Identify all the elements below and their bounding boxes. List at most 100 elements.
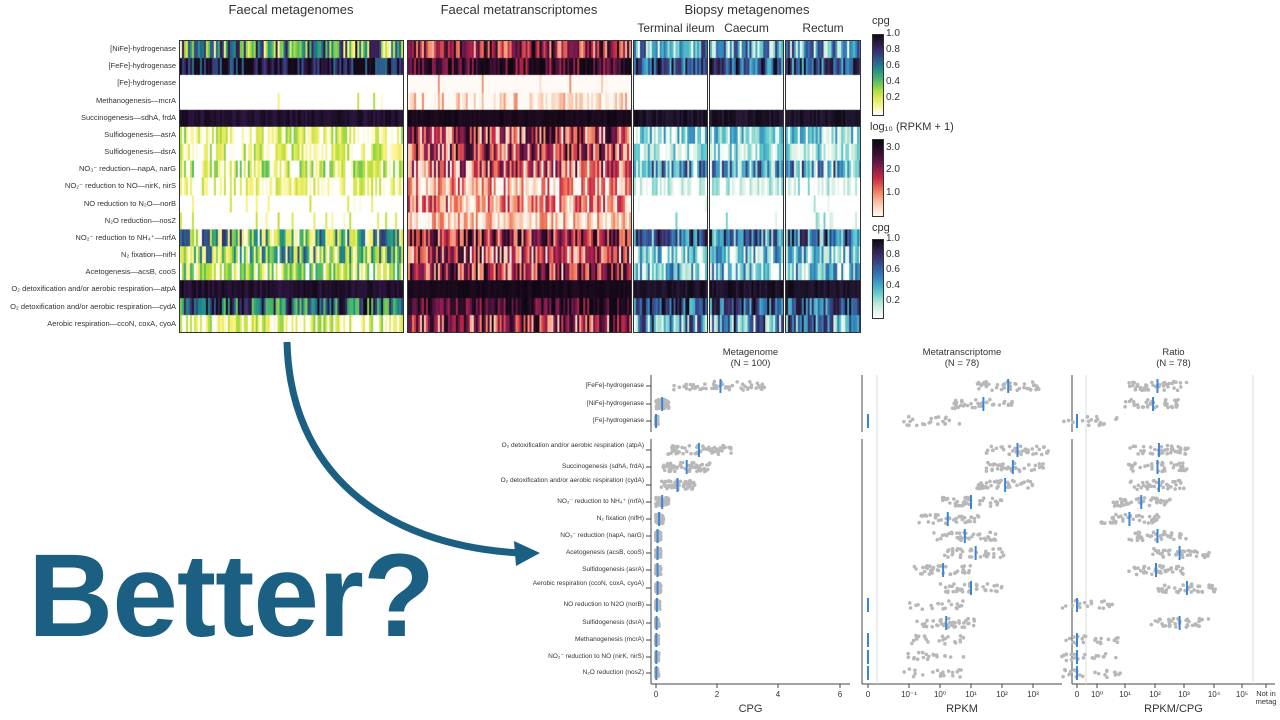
data-point [945, 496, 950, 501]
data-point [947, 584, 952, 589]
data-point [1137, 500, 1142, 504]
data-point [1034, 444, 1039, 449]
data-point [902, 670, 907, 674]
data-point [914, 603, 918, 608]
data-point [953, 501, 958, 506]
data-point [661, 465, 666, 470]
data-point [984, 400, 989, 405]
data-point [978, 498, 982, 503]
data-point [1139, 449, 1143, 453]
data-point [957, 422, 962, 426]
data-point [691, 383, 696, 387]
data-point [1140, 405, 1145, 409]
colorbar-tick-label: 1.0 [886, 186, 900, 198]
data-point [907, 601, 912, 605]
heatmap-row-label: Aerobic respiration—ccoN, coxA, cyoA [47, 318, 176, 328]
data-point [1167, 548, 1172, 552]
heatmap-row-label: Acetogenesis—acsB, cooS [85, 267, 176, 277]
data-point [1101, 606, 1106, 611]
data-point [976, 401, 980, 406]
legend-cpg-title: cpg [872, 15, 890, 27]
data-point [687, 443, 692, 448]
data-point [1025, 450, 1030, 455]
data-point [1010, 478, 1015, 483]
data-point [1140, 514, 1145, 519]
data-point [1197, 624, 1202, 629]
data-point [962, 515, 967, 520]
data-point [1113, 670, 1118, 675]
heatmap-row-label: N₂ fixation—nifH [120, 250, 176, 260]
data-point [929, 603, 933, 608]
data-point [686, 479, 691, 484]
data-point [1152, 496, 1157, 501]
data-point [984, 554, 988, 558]
data-point [991, 547, 995, 551]
x-tick-label: Not in metag [1255, 689, 1277, 706]
data-point [1153, 447, 1157, 452]
data-point [1136, 566, 1140, 570]
data-point [694, 463, 699, 467]
data-point [672, 383, 676, 388]
data-point [659, 479, 664, 484]
data-point [950, 550, 955, 554]
data-point [678, 463, 683, 467]
data-point [996, 484, 1000, 489]
data-point [1086, 423, 1091, 428]
data-point [1172, 537, 1176, 542]
data-point [1103, 521, 1107, 526]
data-point [1146, 463, 1150, 468]
data-point [1202, 555, 1207, 560]
data-point [663, 479, 668, 484]
data-point [1114, 417, 1118, 422]
data-point [1165, 482, 1169, 487]
data-point [1030, 483, 1035, 488]
data-point [910, 417, 915, 422]
data-point [967, 568, 971, 573]
data-point [1149, 462, 1154, 466]
colorbar-tick-label: 0.8 [886, 248, 900, 260]
data-point [687, 463, 691, 468]
data-point [1115, 503, 1120, 508]
data-point [965, 495, 970, 500]
data-point [754, 386, 759, 390]
data-point [967, 621, 971, 626]
data-point [1172, 386, 1176, 390]
data-point [988, 530, 992, 535]
data-point [1161, 624, 1165, 628]
data-point [941, 607, 945, 611]
data-point [1146, 521, 1151, 525]
data-point [1147, 503, 1152, 508]
data-point [958, 634, 963, 638]
data-point [922, 422, 927, 427]
data-point [914, 423, 919, 428]
data-point [1022, 466, 1027, 471]
data-point [1150, 520, 1154, 525]
data-point [999, 467, 1004, 472]
data-point [973, 405, 977, 410]
x-tick-label: 10⁵ [1235, 690, 1249, 699]
data-point [988, 504, 993, 508]
data-point [1005, 466, 1010, 470]
data-point [1069, 652, 1073, 657]
data-point [1169, 566, 1174, 570]
data-point [1155, 404, 1159, 409]
data-point [972, 519, 977, 524]
data-point [654, 495, 658, 500]
data-point [666, 400, 671, 405]
data-point [1063, 604, 1068, 608]
data-point [1151, 383, 1155, 388]
data-point [987, 382, 991, 387]
data-point [1097, 606, 1102, 610]
data-point [1155, 497, 1160, 502]
data-point [957, 604, 962, 609]
data-point [1184, 536, 1188, 541]
data-point [711, 449, 715, 454]
data-point [1161, 485, 1166, 490]
data-point [943, 642, 947, 646]
data-point [1212, 589, 1216, 594]
data-point [1163, 548, 1167, 553]
data-point [1018, 444, 1023, 449]
data-point [1185, 617, 1190, 622]
x-tick-label: 0 [865, 690, 871, 699]
